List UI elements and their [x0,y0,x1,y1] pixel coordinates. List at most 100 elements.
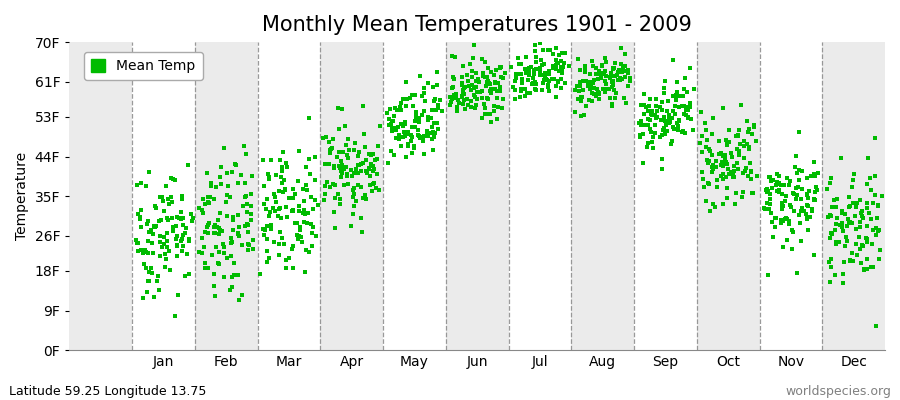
Point [196,210,211,216]
Point [678,130,692,136]
Point [344,166,358,173]
Point [356,103,370,109]
Point [706,162,721,168]
Point [605,100,619,107]
Point [244,190,258,197]
Point [136,295,150,301]
Point [788,164,802,170]
Point [545,63,560,70]
Point [493,84,508,91]
Point [661,98,675,104]
Point [656,127,670,133]
Point [153,239,167,245]
Point [783,202,797,208]
Point [340,172,355,179]
Point [823,212,837,218]
Point [714,162,728,169]
Point [821,214,835,220]
Point [680,89,695,96]
Point [394,107,409,113]
Point [835,224,850,230]
Point [737,138,751,144]
Point [705,152,719,158]
Point [389,127,403,133]
Point [387,125,401,132]
Point [540,46,554,53]
Point [677,110,691,117]
Point [338,122,352,129]
Point [660,128,674,134]
Point [393,104,408,110]
Point [476,72,491,79]
Point [598,78,612,84]
Point [584,80,598,86]
Point [349,166,364,172]
Point [477,105,491,111]
Point [448,54,463,60]
Point [648,122,662,128]
Point [844,220,859,226]
Point [396,122,410,129]
Point [494,64,508,71]
Point [472,78,486,85]
Point [725,171,740,178]
Point [581,82,596,89]
Point [427,98,441,104]
Point [592,91,607,97]
Point [152,218,166,224]
Point [853,219,868,226]
Point [285,207,300,213]
Point [227,272,241,278]
Point [295,238,310,245]
Point [339,152,354,158]
Point [555,68,570,74]
Point [342,146,356,153]
Point [868,172,882,179]
Point [824,235,838,241]
Point [820,186,834,192]
Point [574,112,589,119]
Point [770,179,784,186]
Point [745,190,760,196]
Point [790,192,805,198]
Point [701,180,716,186]
Point [598,86,612,92]
Point [211,260,225,266]
Point [839,234,853,240]
Point [669,92,683,99]
Point [488,79,502,85]
Point [306,206,320,212]
Point [449,95,464,101]
Point [489,67,503,74]
Point [266,205,280,211]
Point [594,75,608,82]
Point [244,217,258,224]
Point [554,50,569,56]
Point [131,247,146,254]
Point [398,132,412,139]
Point [309,233,323,239]
Point [764,178,778,184]
Point [209,184,223,190]
Point [586,63,600,69]
Point [411,132,426,138]
Point [842,216,856,222]
Point [244,211,258,218]
Point [368,185,382,192]
Point [771,180,786,186]
Point [724,154,739,161]
Point [778,216,793,222]
Point [258,206,273,212]
Point [341,136,356,142]
Point [801,203,815,209]
Point [399,78,413,85]
Point [634,122,649,128]
Point [149,278,164,284]
Point [602,74,616,80]
Point [805,206,819,212]
Point [202,200,216,206]
Point [579,62,593,69]
Point [264,157,278,164]
Point [469,70,483,77]
Point [471,76,485,82]
